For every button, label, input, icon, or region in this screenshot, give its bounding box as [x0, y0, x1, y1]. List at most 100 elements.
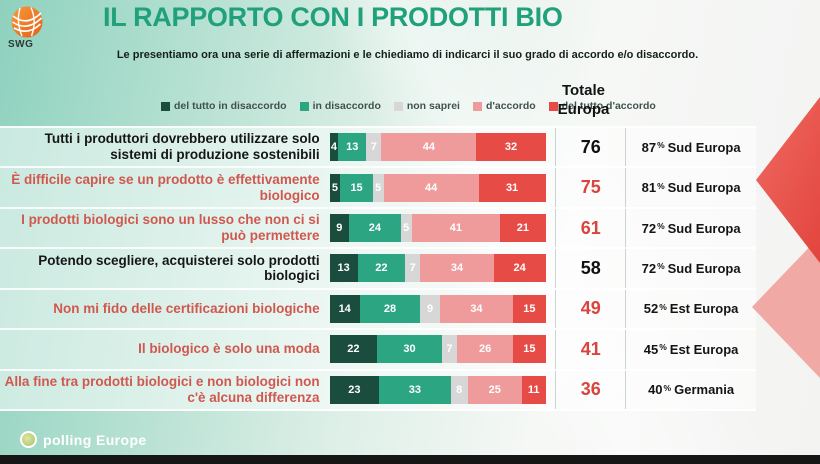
legend-swatch — [161, 101, 170, 111]
total-value: 49 — [555, 289, 627, 329]
bar-segment: 25 — [467, 375, 522, 404]
total-column-header: Totale Europa — [548, 82, 619, 120]
statement-label: Il biologico è solo una moda — [138, 341, 320, 357]
statement-label: Alla fine tra prodotti biologici e non b… — [4, 373, 320, 405]
bar-segment: 5 — [329, 173, 341, 202]
bar-segment: 4 — [329, 133, 339, 162]
statement-label: Potendo scegliere, acquisterei solo prod… — [38, 252, 320, 284]
region-percent-value: 72 — [641, 220, 657, 236]
legend-item: del tutto d'accordo — [548, 100, 656, 112]
polling-europe-icon — [20, 431, 37, 448]
statement-label: Non mi fido delle certificazioni biologi… — [53, 300, 320, 316]
legend-item: non saprei — [393, 100, 460, 112]
region-name: Sud Europa — [667, 220, 741, 236]
legend-swatch — [393, 101, 403, 111]
bar-segment: 15 — [513, 294, 546, 323]
statement-row: È difficile capire se un prodotto è effe… — [0, 168, 756, 209]
statement-row: Il biologico è solo una moda 22 30 7 26 15 4… — [0, 330, 756, 371]
statement-row: Tutti i produttori dovrebbero utilizzare… — [0, 126, 756, 169]
statement-label: Tutti i produttori dovrebbero utilizzare… — [44, 131, 320, 163]
total-value: 41 — [555, 330, 627, 369]
region-percent-value: 40 — [648, 382, 663, 398]
bar-segment: 11 — [521, 375, 546, 404]
legend-swatch — [299, 101, 309, 111]
bar-segment: 31 — [478, 173, 546, 202]
bar-segment: 7 — [441, 335, 457, 364]
legend-item: del tutto in disaccordo — [161, 100, 287, 112]
swg-logo: SWG — [8, 5, 52, 50]
bar-segment: 9 — [420, 294, 440, 323]
bar-segment: 44 — [383, 173, 479, 202]
bar-segment: 13 — [329, 254, 358, 283]
statement-label: I prodotti biologici sono un lusso che n… — [21, 212, 320, 244]
bar-segment: 24 — [349, 214, 401, 243]
bar-segment: 32 — [476, 133, 546, 162]
region-percent-value: 72 — [641, 260, 657, 276]
bar-segment: 28 — [359, 294, 421, 323]
bar-segment: 34 — [420, 254, 494, 283]
total-value: 61 — [555, 208, 627, 248]
total-header-line1: Totale — [561, 82, 606, 99]
swg-globe-icon — [11, 6, 43, 38]
swg-logo-text: SWG — [8, 39, 34, 50]
percent-sign: % — [663, 382, 672, 393]
decor-arrow-solid — [756, 97, 820, 263]
region-percent-value: 81 — [641, 180, 657, 196]
bar-segment: 5 — [372, 173, 384, 202]
legend: del tutto in disaccordo in disaccordo no… — [161, 100, 656, 112]
region-percent-value: 45 — [643, 341, 659, 357]
legend-label: del tutto in disaccordo — [174, 100, 287, 112]
bar-segment: 33 — [379, 375, 451, 404]
legend-item: in disaccordo — [299, 100, 381, 112]
region-highlight: 45 % Est Europa — [626, 330, 756, 368]
stacked-bar: 23 33 8 25 11 — [329, 375, 546, 404]
region-name: Sud Europa — [667, 139, 741, 155]
stacked-bar: 5 15 5 44 31 — [329, 173, 546, 202]
bar-segment: 7 — [366, 133, 382, 162]
stacked-bar: 13 22 7 34 24 — [329, 254, 546, 283]
total-header-line2: Europa — [557, 100, 610, 118]
bar-segment: 14 — [329, 294, 360, 323]
bar-segment: 7 — [405, 254, 421, 283]
percent-sign: % — [657, 261, 665, 272]
statement-row: Potendo scegliere, acquisterei solo prod… — [0, 249, 756, 290]
region-name: Sud Europa — [667, 180, 741, 196]
region-name: Sud Europa — [667, 260, 741, 276]
region-percent-value: 87 — [641, 139, 657, 155]
percent-sign: % — [657, 180, 665, 191]
legend-label: d'accordo — [485, 100, 536, 112]
statements-chart: Tutti i produttori dovrebbero utilizzare… — [0, 126, 756, 411]
stacked-bar: 14 28 9 34 15 — [329, 294, 546, 323]
bar-segment: 23 — [329, 375, 380, 404]
bar-segment: 34 — [439, 294, 514, 323]
bar-segment: 22 — [357, 254, 406, 283]
subtitle: Le presentiamo ora una serie di affermaz… — [116, 49, 699, 61]
region-highlight: 81 % Sud Europa — [626, 168, 756, 206]
region-name: Est Europa — [669, 341, 739, 357]
total-value: 76 — [555, 128, 627, 167]
statement-row: Non mi fido delle certificazioni biologi… — [0, 289, 756, 331]
percent-sign: % — [659, 342, 667, 353]
bar-segment: 9 — [329, 214, 350, 243]
stacked-bar: 9 24 5 41 21 — [329, 214, 546, 243]
legend-label: in disaccordo — [312, 100, 381, 112]
stacked-bar: 22 30 7 26 15 — [329, 335, 546, 364]
region-highlight: 72 % Sud Europa — [626, 209, 756, 247]
legend-swatch — [472, 101, 482, 111]
region-name: Germania — [674, 382, 735, 398]
bar-segment: 5 — [400, 214, 412, 243]
statement-row: Alla fine tra prodotti biologici e non b… — [0, 370, 756, 411]
region-highlight: 52 % Est Europa — [626, 290, 756, 328]
bar-segment: 30 — [377, 335, 442, 364]
bottom-strip — [0, 455, 820, 464]
bar-segment: 44 — [381, 133, 477, 162]
page-title: IL RAPPORTO CON I PRODOTTI BIO — [103, 2, 563, 32]
region-highlight: 72 % Sud Europa — [626, 249, 756, 287]
bar-segment: 41 — [411, 214, 501, 243]
bar-segment: 15 — [340, 173, 373, 202]
region-name: Est Europa — [669, 301, 739, 317]
statement-label: È difficile capire se un prodotto è effe… — [11, 171, 320, 203]
percent-sign: % — [659, 301, 667, 312]
legend-item: d'accordo — [472, 100, 536, 112]
